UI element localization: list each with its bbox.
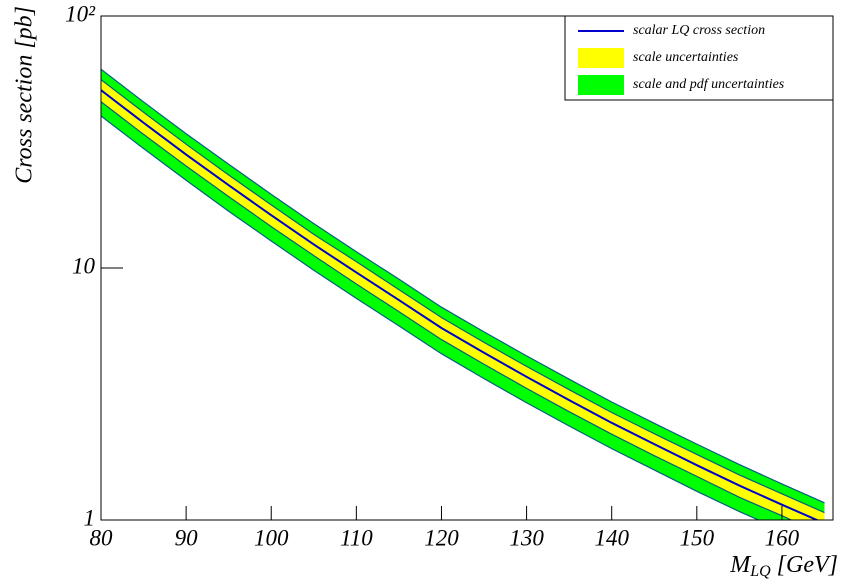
x-tick-label: 120 [424,525,459,550]
band-edge [101,79,825,514]
y-tick-label: 10² [65,1,96,26]
x-tick-label: 140 [594,525,629,550]
x-tick-label: 160 [765,525,800,550]
x-axis-title-main: M [729,552,752,578]
x-tick-label: 80 [90,525,114,550]
x-tick-label: 100 [254,525,289,550]
legend-label: scalar LQ cross section [633,23,765,38]
legend-swatch [578,75,624,95]
legend-swatch [578,48,624,68]
band-edge [101,115,760,520]
band-edge [101,101,793,520]
x-tick-label: 90 [175,525,199,550]
legend-label: scale and pdf uncertainties [633,77,785,92]
x-axis-title: MLQ [GeV] [729,552,838,580]
x-tick-label: 130 [509,525,544,550]
legend-label: scale uncertainties [633,50,739,65]
band-edge [101,68,825,504]
x-axis-title-unit: [GeV] [777,552,838,578]
x-tick-label: 110 [340,525,373,550]
x-axis-title-sub: LQ [749,563,771,580]
y-tick-label: 1 [84,505,96,530]
uncertainty-band [101,69,825,520]
cross-section-line [101,89,820,520]
uncertainty-band [101,79,825,520]
plot-area [101,68,825,520]
y-tick-label: 10 [72,253,96,278]
x-tick-label: 150 [680,525,715,550]
y-axis-title: Cross section [pb] [12,6,38,184]
